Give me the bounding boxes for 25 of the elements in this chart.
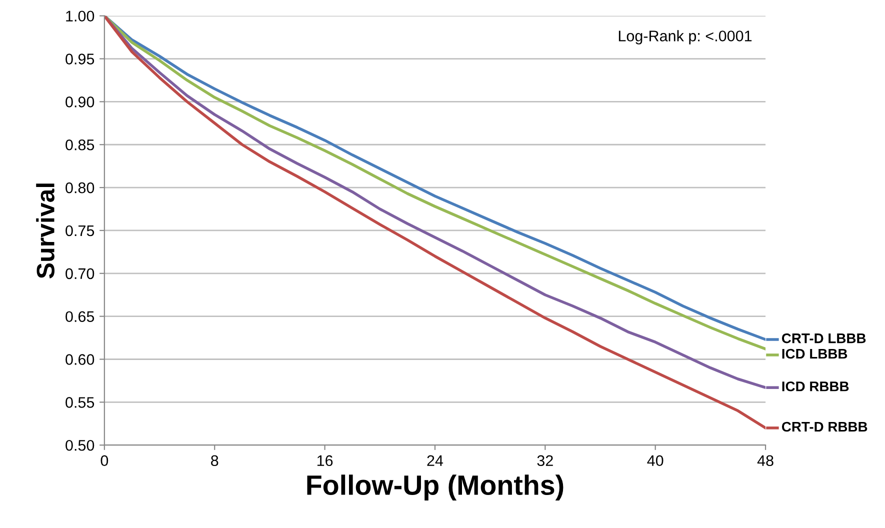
x-tick-label: 16: [317, 455, 333, 466]
legend-label: CRT-D RBBB: [782, 422, 868, 432]
y-tick-label: 1.00: [66, 10, 94, 22]
y-tick-label: 0.65: [66, 311, 94, 322]
x-tick-label: 32: [537, 455, 553, 466]
y-tick-label: 0.50: [66, 440, 94, 451]
legend-label: CRT-D LBBB: [782, 333, 866, 344]
y-tick-label: 0.80: [66, 182, 94, 194]
y-tick-label: 0.55: [66, 397, 94, 408]
y-tick-label: 0.95: [66, 54, 94, 64]
y-tick-label: 0.60: [66, 354, 94, 365]
x-axis-title: Follow-Up (Months): [307, 474, 564, 501]
annotation: Log-Rank p: <.0001: [618, 30, 752, 44]
x-tick-label: 8: [211, 455, 218, 466]
legend-label: ICD RBBB: [782, 381, 849, 392]
x-tick-label: 0: [100, 455, 108, 466]
x-tick-label: 48: [757, 455, 774, 466]
x-tick-label: 40: [647, 455, 664, 466]
y-tick-label: 0.85: [66, 139, 94, 150]
legend-label: ICD LBBB: [782, 348, 848, 359]
x-tick-label: 24: [427, 455, 444, 466]
y-tick-label: 0.75: [66, 225, 94, 236]
y-tick-label: 0.70: [66, 268, 94, 280]
y-tick-label: 0.90: [66, 96, 94, 108]
y-axis-title: Survival: [36, 184, 54, 278]
